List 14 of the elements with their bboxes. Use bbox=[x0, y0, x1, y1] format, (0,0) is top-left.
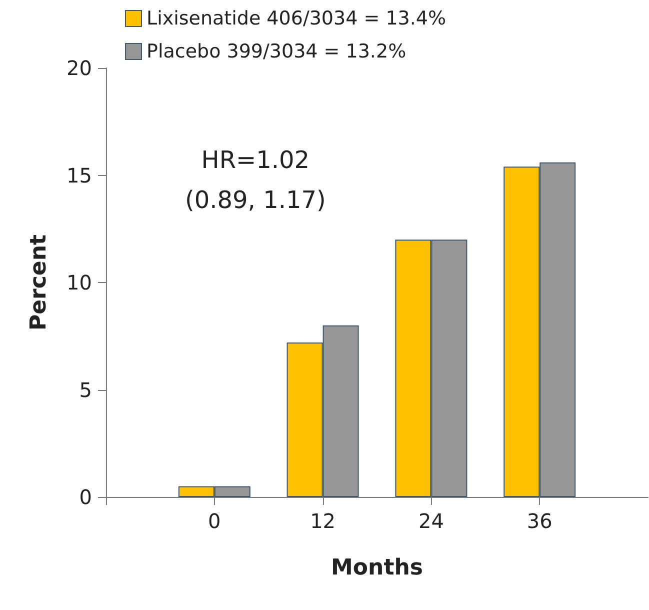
x-tick-label: 0 bbox=[208, 509, 221, 533]
x-tick-label: 12 bbox=[310, 509, 336, 533]
legend-label: Lixisenatide 406/3034 = 13.4% bbox=[146, 8, 446, 30]
x-tick-label: 36 bbox=[526, 509, 552, 533]
y-tick-label: 0 bbox=[79, 485, 92, 509]
y-tick-label: 10 bbox=[66, 270, 92, 294]
y-tick-label: 5 bbox=[79, 378, 92, 402]
y-axis-title: Percent bbox=[26, 234, 52, 331]
y-tick-label: 20 bbox=[66, 56, 92, 80]
legend-label: Placebo 399/3034 = 13.2% bbox=[146, 40, 406, 62]
x-tick-label: 24 bbox=[418, 509, 444, 533]
x-axis-title: Months bbox=[331, 556, 423, 580]
y-tick-label: 15 bbox=[66, 163, 92, 188]
annotation: HR=1.02 (0.89, 1.17) bbox=[185, 146, 326, 214]
